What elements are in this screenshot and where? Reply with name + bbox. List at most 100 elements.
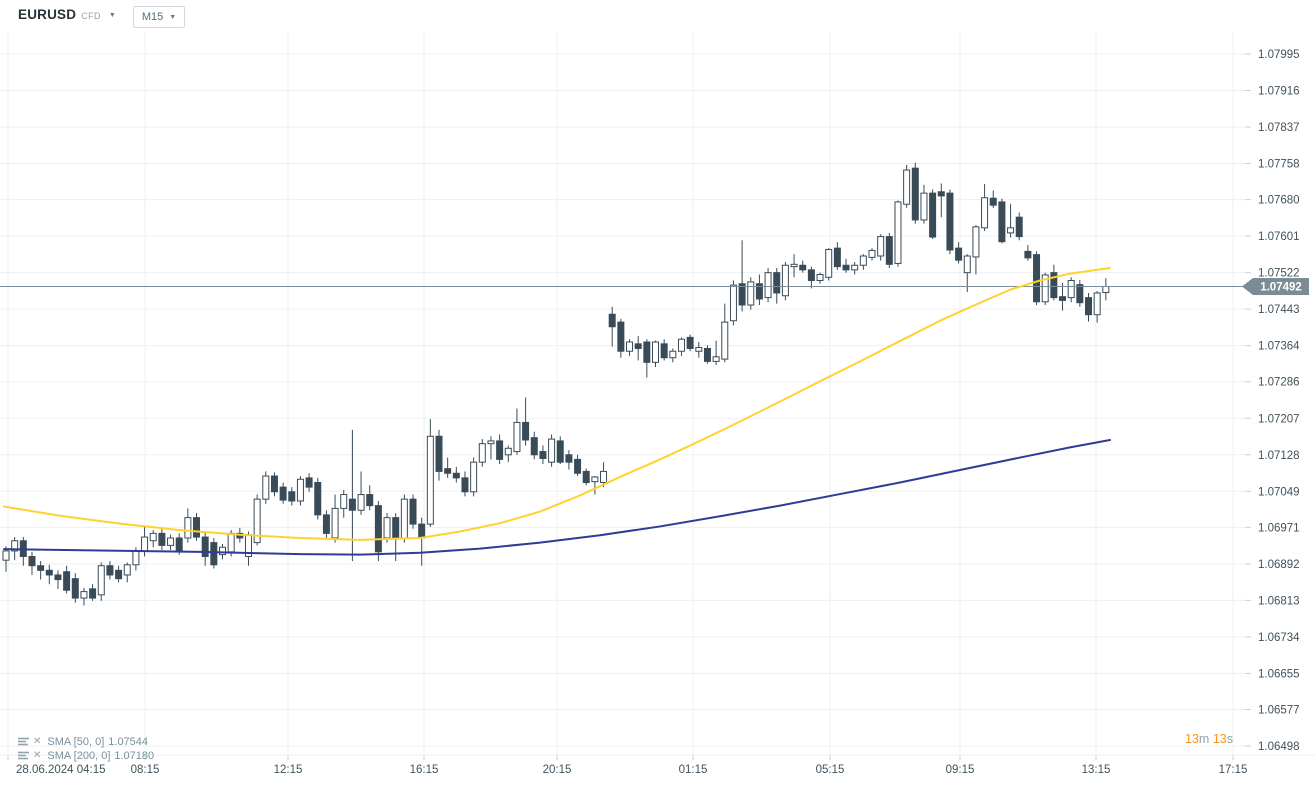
- candle-bull: [1041, 274, 1049, 303]
- candle-bear: [703, 347, 711, 362]
- candle-bull: [123, 564, 131, 576]
- candle-bull: [712, 356, 720, 362]
- price-axis-label: 1.06971: [1258, 522, 1300, 534]
- symbol-selector[interactable]: EURUSD CFD ▼: [18, 7, 116, 22]
- candle-bull: [903, 169, 911, 205]
- candle-bull: [600, 470, 608, 484]
- indicator-remove-icon[interactable]: ✕: [33, 736, 42, 747]
- current-price-badge: 1.07492: [1242, 278, 1309, 296]
- timeframe-selector[interactable]: M15 ▼: [133, 6, 185, 28]
- candle-bull: [141, 536, 149, 552]
- chevron-down-icon: ▼: [108, 11, 116, 19]
- indicator-value: 1.07544: [108, 735, 149, 748]
- candle-bear: [193, 517, 201, 538]
- candle-bear: [71, 578, 79, 599]
- candle-bull: [747, 281, 755, 306]
- candle-bull: [478, 443, 486, 463]
- candle-bear: [348, 498, 356, 511]
- candle-bull: [132, 550, 140, 566]
- candle-bull: [868, 249, 876, 258]
- timeframe-label: M15: [141, 11, 164, 23]
- candle-bull: [669, 350, 677, 359]
- candle-bull: [97, 565, 105, 596]
- candle-bear: [305, 477, 313, 488]
- candle-bull: [400, 498, 408, 539]
- price-axis-label: 1.06577: [1258, 704, 1300, 716]
- candle-bull: [1093, 292, 1101, 316]
- price-axis-label: 1.07443: [1258, 304, 1300, 316]
- candle-bull: [1007, 227, 1015, 234]
- candle-bear: [608, 313, 616, 328]
- candle-bull: [981, 197, 989, 229]
- candle-bull: [1102, 286, 1110, 294]
- price-axis-label: 1.06892: [1258, 559, 1300, 571]
- badge-body: [1253, 278, 1309, 296]
- candle-bear: [1085, 297, 1092, 316]
- candle-bear: [738, 283, 746, 306]
- price-axis-label: 1.06734: [1258, 632, 1300, 644]
- candle-bear: [574, 458, 582, 474]
- indicator-settings-icon[interactable]: [18, 737, 29, 746]
- candle-bull: [470, 461, 478, 493]
- time-axis-label: 08:15: [131, 764, 160, 776]
- price-axis[interactable]: 1.07995 1.07916 1.07837 1.07758 1.07680 1.076…: [1245, 49, 1300, 753]
- candle-bear: [175, 537, 183, 552]
- candle-bull: [149, 532, 157, 542]
- indicator-remove-icon[interactable]: ✕: [33, 750, 42, 761]
- candle-bear: [1015, 216, 1023, 238]
- candle-bull: [383, 517, 391, 539]
- candle-bear: [530, 437, 538, 456]
- candle-bear: [955, 247, 963, 261]
- candle-bear: [643, 341, 651, 363]
- candle-bull: [920, 192, 928, 221]
- candle-bull: [816, 273, 824, 282]
- candle-bear: [1076, 284, 1084, 304]
- candle-bull: [781, 264, 789, 297]
- price-axis-label: 1.07207: [1258, 413, 1300, 425]
- candle-bear: [911, 167, 919, 221]
- chart-header: EURUSD CFD ▼ M15 ▼: [0, 0, 1315, 30]
- candle-bull: [729, 284, 737, 322]
- time-axis[interactable]: 28.06.2024 04:15 08:15 12:15 16:15 20:15 01:1…: [7, 755, 1248, 776]
- indicator-label: SMA [50, 0]: [47, 735, 105, 748]
- indicator-settings-icon[interactable]: [18, 751, 29, 760]
- candle-bear: [366, 494, 374, 507]
- price-axis-label: 1.07364: [1258, 341, 1300, 353]
- candle-bull: [591, 476, 599, 483]
- candle-bull: [80, 591, 88, 599]
- price-axis-label: 1.07758: [1258, 159, 1300, 171]
- chevron-down-icon: ▼: [169, 14, 177, 21]
- candle-bear: [582, 470, 590, 484]
- candle-bull: [825, 249, 833, 278]
- price-axis-label: 1.06813: [1258, 595, 1300, 607]
- candle-countdown: 13m 13s: [1185, 732, 1233, 746]
- candle-bear: [374, 505, 382, 553]
- candle-bull: [859, 255, 867, 266]
- candle-bull: [677, 338, 685, 352]
- candle-bear: [210, 542, 218, 566]
- badge-arrow: [1242, 278, 1253, 296]
- candle-bear: [799, 264, 807, 271]
- candle-bear: [937, 191, 945, 197]
- indicator-row-sma200: ✕ SMA [200, 0] 1.07180: [18, 749, 154, 762]
- candle-bull: [340, 494, 348, 509]
- candle-bull: [167, 537, 175, 546]
- candle-bull: [296, 478, 304, 502]
- time-axis-label: 17:15: [1219, 764, 1248, 776]
- candle-bear: [63, 571, 71, 591]
- candles: [2, 162, 1110, 606]
- candle-bull: [426, 435, 434, 525]
- candle-bear: [807, 269, 815, 282]
- price-axis-label: 1.07522: [1258, 268, 1300, 280]
- candle-bull: [695, 347, 703, 352]
- candle-bull: [487, 440, 495, 445]
- countdown-seconds: 13: [1212, 732, 1227, 746]
- indicator-row-sma50: ✕ SMA [50, 0] 1.07544: [18, 735, 154, 748]
- candle-bear: [1059, 296, 1067, 301]
- price-axis-label: 1.07601: [1258, 231, 1300, 243]
- grid-lines: [0, 32, 1315, 756]
- candle-bear: [54, 574, 62, 581]
- candle-bull: [963, 255, 971, 274]
- candle-bear: [28, 555, 36, 567]
